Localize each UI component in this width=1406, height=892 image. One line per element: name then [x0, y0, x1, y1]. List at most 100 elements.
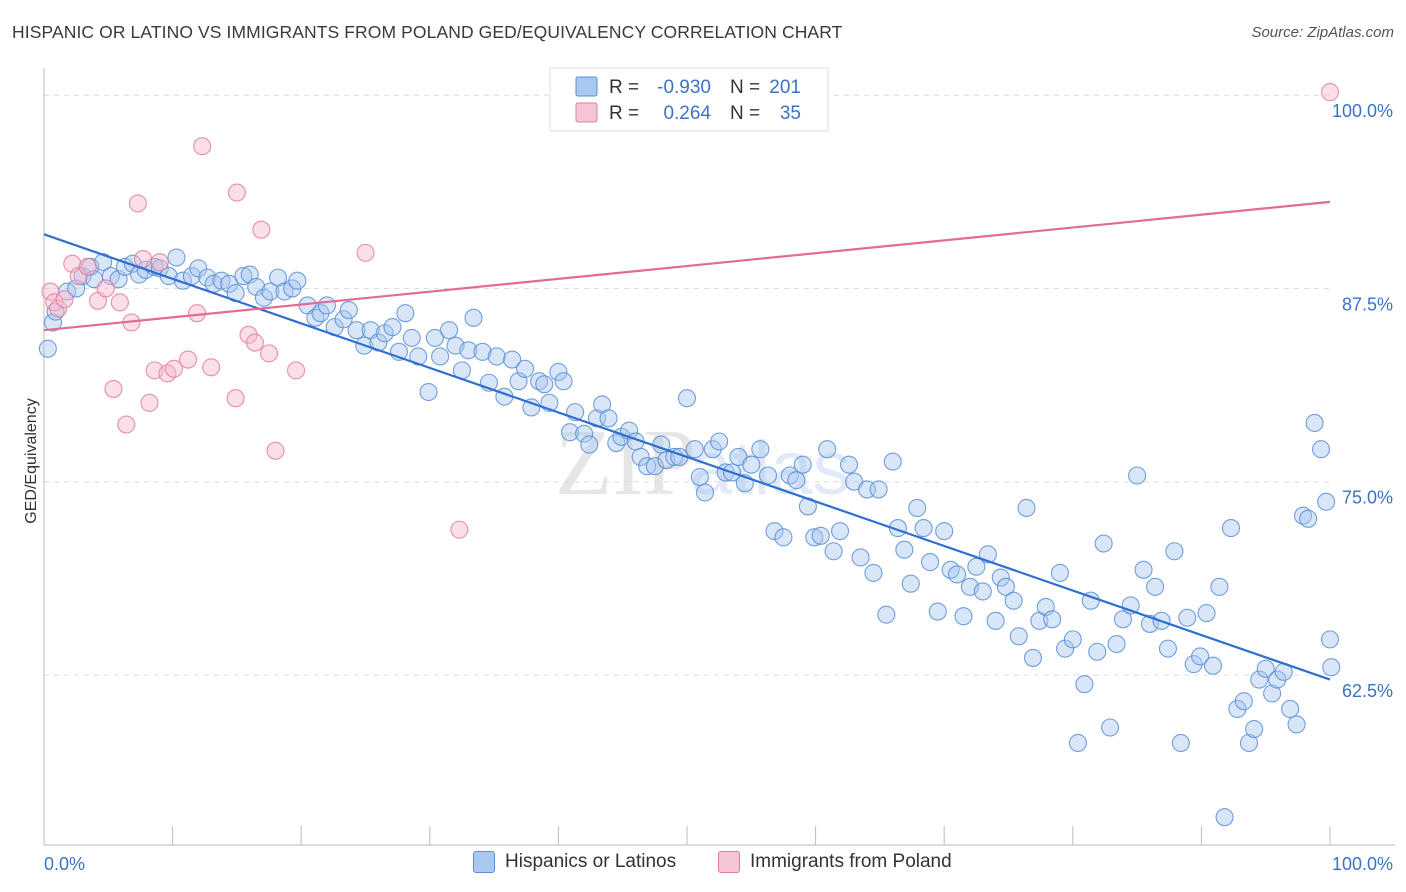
point-1-3 [55, 290, 74, 309]
point-0-128 [914, 519, 933, 538]
source-label: Source: ZipAtlas.com [1251, 24, 1394, 41]
point-0-159 [1113, 610, 1133, 629]
point-0-164 [1146, 577, 1165, 596]
point-0-56 [440, 321, 459, 340]
point-0-95 [695, 483, 715, 502]
point-0-43 [347, 321, 366, 340]
point-0-55 [431, 347, 450, 366]
point-0-0 [38, 339, 57, 358]
point-0-152 [1068, 733, 1087, 753]
point-0-113 [818, 440, 837, 459]
point-1-15 [140, 393, 159, 412]
point-0-73 [554, 372, 573, 391]
point-1-21 [187, 304, 207, 323]
point-0-166 [1158, 639, 1178, 658]
point-0-141 [996, 577, 1015, 596]
legend-r-value-0: -0.930 [657, 77, 711, 98]
point-0-67 [515, 359, 535, 378]
point-0-187 [1287, 715, 1306, 734]
point-1-27 [252, 220, 271, 239]
point-0-162 [1134, 560, 1153, 579]
point-0-76 [575, 424, 594, 443]
point-0-63 [487, 347, 506, 366]
point-0-108 [787, 471, 806, 490]
point-0-85 [631, 447, 650, 467]
legend-item-poland: Immigrants from Poland [718, 851, 952, 873]
point-0-174 [1210, 577, 1229, 596]
legend-item-hispanics: Hispanics or Latinos [473, 851, 676, 873]
point-1-10 [110, 293, 129, 312]
point-0-134 [954, 607, 973, 626]
point-0-143 [1009, 627, 1028, 646]
point-1-9 [104, 379, 123, 398]
point-0-167 [1165, 542, 1184, 561]
point-0-80 [599, 409, 618, 428]
point-0-182 [1256, 659, 1275, 678]
point-0-31 [261, 282, 280, 301]
point-0-188 [1293, 506, 1313, 525]
point-0-158 [1107, 634, 1126, 654]
point-0-179 [1239, 733, 1259, 753]
legend-n-value-0: 201 [769, 77, 801, 98]
point-0-194 [1322, 658, 1341, 677]
point-0-133 [948, 565, 967, 584]
point-0-150 [1056, 639, 1075, 658]
point-0-109 [793, 455, 812, 474]
point-1-26 [245, 333, 264, 352]
legend-bottom: Hispanics or Latinos Immigrants from Pol… [0, 851, 1406, 879]
point-0-70 [535, 375, 554, 394]
point-1-32 [450, 520, 469, 539]
point-0-74 [560, 423, 580, 442]
point-0-175 [1215, 808, 1234, 827]
point-0-17 [159, 267, 178, 286]
point-0-2 [46, 302, 65, 321]
point-0-48 [383, 318, 402, 337]
point-0-116 [839, 455, 859, 474]
y-axis-label: GED/Equivalency [23, 398, 40, 523]
point-0-93 [685, 440, 704, 459]
point-1-0 [41, 282, 60, 301]
gridlines [44, 94, 1330, 676]
point-0-142 [1004, 591, 1023, 610]
point-0-13 [130, 265, 149, 284]
point-0-123 [883, 452, 902, 471]
point-0-86 [638, 457, 657, 476]
point-0-87 [645, 457, 664, 476]
legend-r-label-1: R = [609, 103, 639, 124]
point-0-42 [339, 301, 358, 320]
point-0-156 [1094, 534, 1113, 553]
point-0-125 [895, 540, 914, 559]
point-0-137 [973, 582, 992, 601]
point-1-28 [259, 344, 279, 363]
point-0-130 [928, 602, 947, 621]
point-0-94 [690, 468, 709, 487]
watermark-zip: ZIP [555, 411, 696, 515]
point-0-180 [1245, 719, 1264, 739]
point-0-176 [1221, 519, 1241, 538]
point-0-118 [851, 548, 870, 567]
y-tick-label-3: 100.0% [1332, 101, 1393, 121]
point-0-145 [1023, 648, 1042, 667]
point-0-148 [1043, 610, 1062, 629]
point-0-191 [1311, 440, 1331, 459]
point-0-114 [824, 542, 843, 561]
point-0-115 [830, 522, 850, 541]
point-1-29 [266, 441, 285, 460]
point-0-183 [1263, 684, 1282, 703]
point-0-178 [1234, 692, 1253, 711]
point-0-168 [1171, 733, 1190, 753]
legend-swatch-hispanics-bottom [473, 851, 495, 873]
point-0-35 [288, 271, 307, 290]
series-hispanics-points [38, 248, 1341, 827]
point-0-25 [220, 274, 239, 293]
point-0-102 [742, 455, 761, 474]
point-0-131 [935, 522, 954, 541]
point-0-54 [425, 328, 444, 347]
point-0-132 [941, 560, 960, 579]
point-1-31 [356, 243, 375, 262]
point-0-129 [921, 553, 940, 572]
legend-n-label-0: N = [730, 77, 760, 98]
watermark-atlas: atlas [690, 426, 851, 511]
point-0-50 [396, 304, 415, 323]
